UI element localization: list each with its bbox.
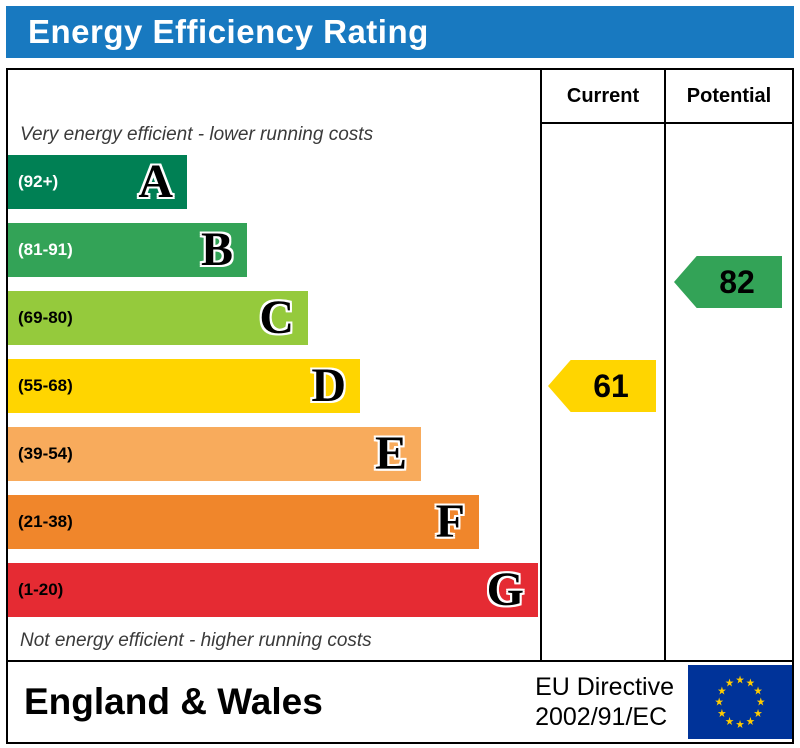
title-bar: Energy Efficiency Rating <box>6 6 794 58</box>
band-bar-a: (92+) A <box>8 155 187 209</box>
potential-arrow: 82 <box>674 256 782 308</box>
potential-value: 82 <box>719 263 755 300</box>
band-bar-f: (21-38) F <box>8 495 479 549</box>
svg-text:★: ★ <box>756 695 765 708</box>
band-row-c: (69-80) C <box>8 284 540 352</box>
band-range-d: (55-68) <box>18 376 73 395</box>
band-range-g: (1-20) <box>18 580 64 599</box>
band-bar-c: (69-80) C <box>8 291 308 345</box>
band-range-e: (39-54) <box>18 444 73 463</box>
svg-text:★: ★ <box>735 673 744 686</box>
band-range-a: (92+) <box>18 172 59 191</box>
current-column-header: Current <box>542 70 666 124</box>
footer: England & Wales EU Directive 2002/91/EC … <box>8 660 792 742</box>
current-column <box>542 124 666 660</box>
potential-column-header: Potential <box>666 70 792 124</box>
band-bar-b: (81-91) B <box>8 223 247 277</box>
top-note: Very energy efficient - lower running co… <box>20 124 374 145</box>
potential-column <box>666 124 792 660</box>
band-letter-a: A <box>138 155 173 208</box>
eu-directive-line1: EU Directive <box>535 672 674 701</box>
svg-text:★: ★ <box>725 715 734 728</box>
band-bar-d: (55-68) D <box>8 359 360 413</box>
svg-text:★: ★ <box>725 676 734 689</box>
band-letter-b: B <box>200 223 233 276</box>
svg-text:★: ★ <box>746 676 755 689</box>
bottom-note: Not energy efficient - higher running co… <box>20 630 372 651</box>
band-row-d: (55-68) D <box>8 352 540 420</box>
rating-table: Very energy efficient - lower running co… <box>6 68 794 744</box>
band-letter-f: F <box>435 495 465 548</box>
eu-directive-label: EU Directive 2002/91/EC <box>535 672 674 733</box>
band-chart: Very energy efficient - lower running co… <box>8 70 542 660</box>
page-title: Energy Efficiency Rating <box>28 13 429 50</box>
svg-text:★: ★ <box>717 706 726 719</box>
svg-text:★: ★ <box>717 684 726 697</box>
band-row-e: (39-54) E <box>8 420 540 488</box>
current-value: 61 <box>593 367 629 404</box>
region-label: England & Wales <box>24 681 323 722</box>
band-bar-g: (1-20) G <box>8 563 538 617</box>
svg-text:★: ★ <box>753 706 762 719</box>
svg-text:★: ★ <box>753 684 762 697</box>
current-arrow: 61 <box>548 360 656 412</box>
band-row-f: (21-38) F <box>8 488 540 556</box>
band-letter-e: E <box>374 427 407 480</box>
band-row-b: (81-91) B <box>8 216 540 284</box>
eu-flag-icon: ★ ★ ★ ★ ★ ★ ★ ★ ★ ★ ★ ★ <box>688 665 792 739</box>
band-letter-g: G <box>486 563 524 616</box>
svg-text:★: ★ <box>746 715 755 728</box>
current-header-label: Current <box>566 84 640 107</box>
band-range-f: (21-38) <box>18 512 73 531</box>
band-bar-e: (39-54) E <box>8 427 421 481</box>
svg-text:★: ★ <box>735 718 744 731</box>
svg-text:★: ★ <box>715 695 724 708</box>
band-row-a: (92+) A <box>8 148 540 216</box>
band-letter-d: D <box>311 359 346 412</box>
potential-header-label: Potential <box>686 84 772 107</box>
band-range-b: (81-91) <box>18 240 73 259</box>
band-range-c: (69-80) <box>18 308 73 327</box>
band-row-g: (1-20) G <box>8 556 540 624</box>
eu-directive-line2: 2002/91/EC <box>535 703 668 731</box>
band-letter-c: C <box>259 291 294 344</box>
